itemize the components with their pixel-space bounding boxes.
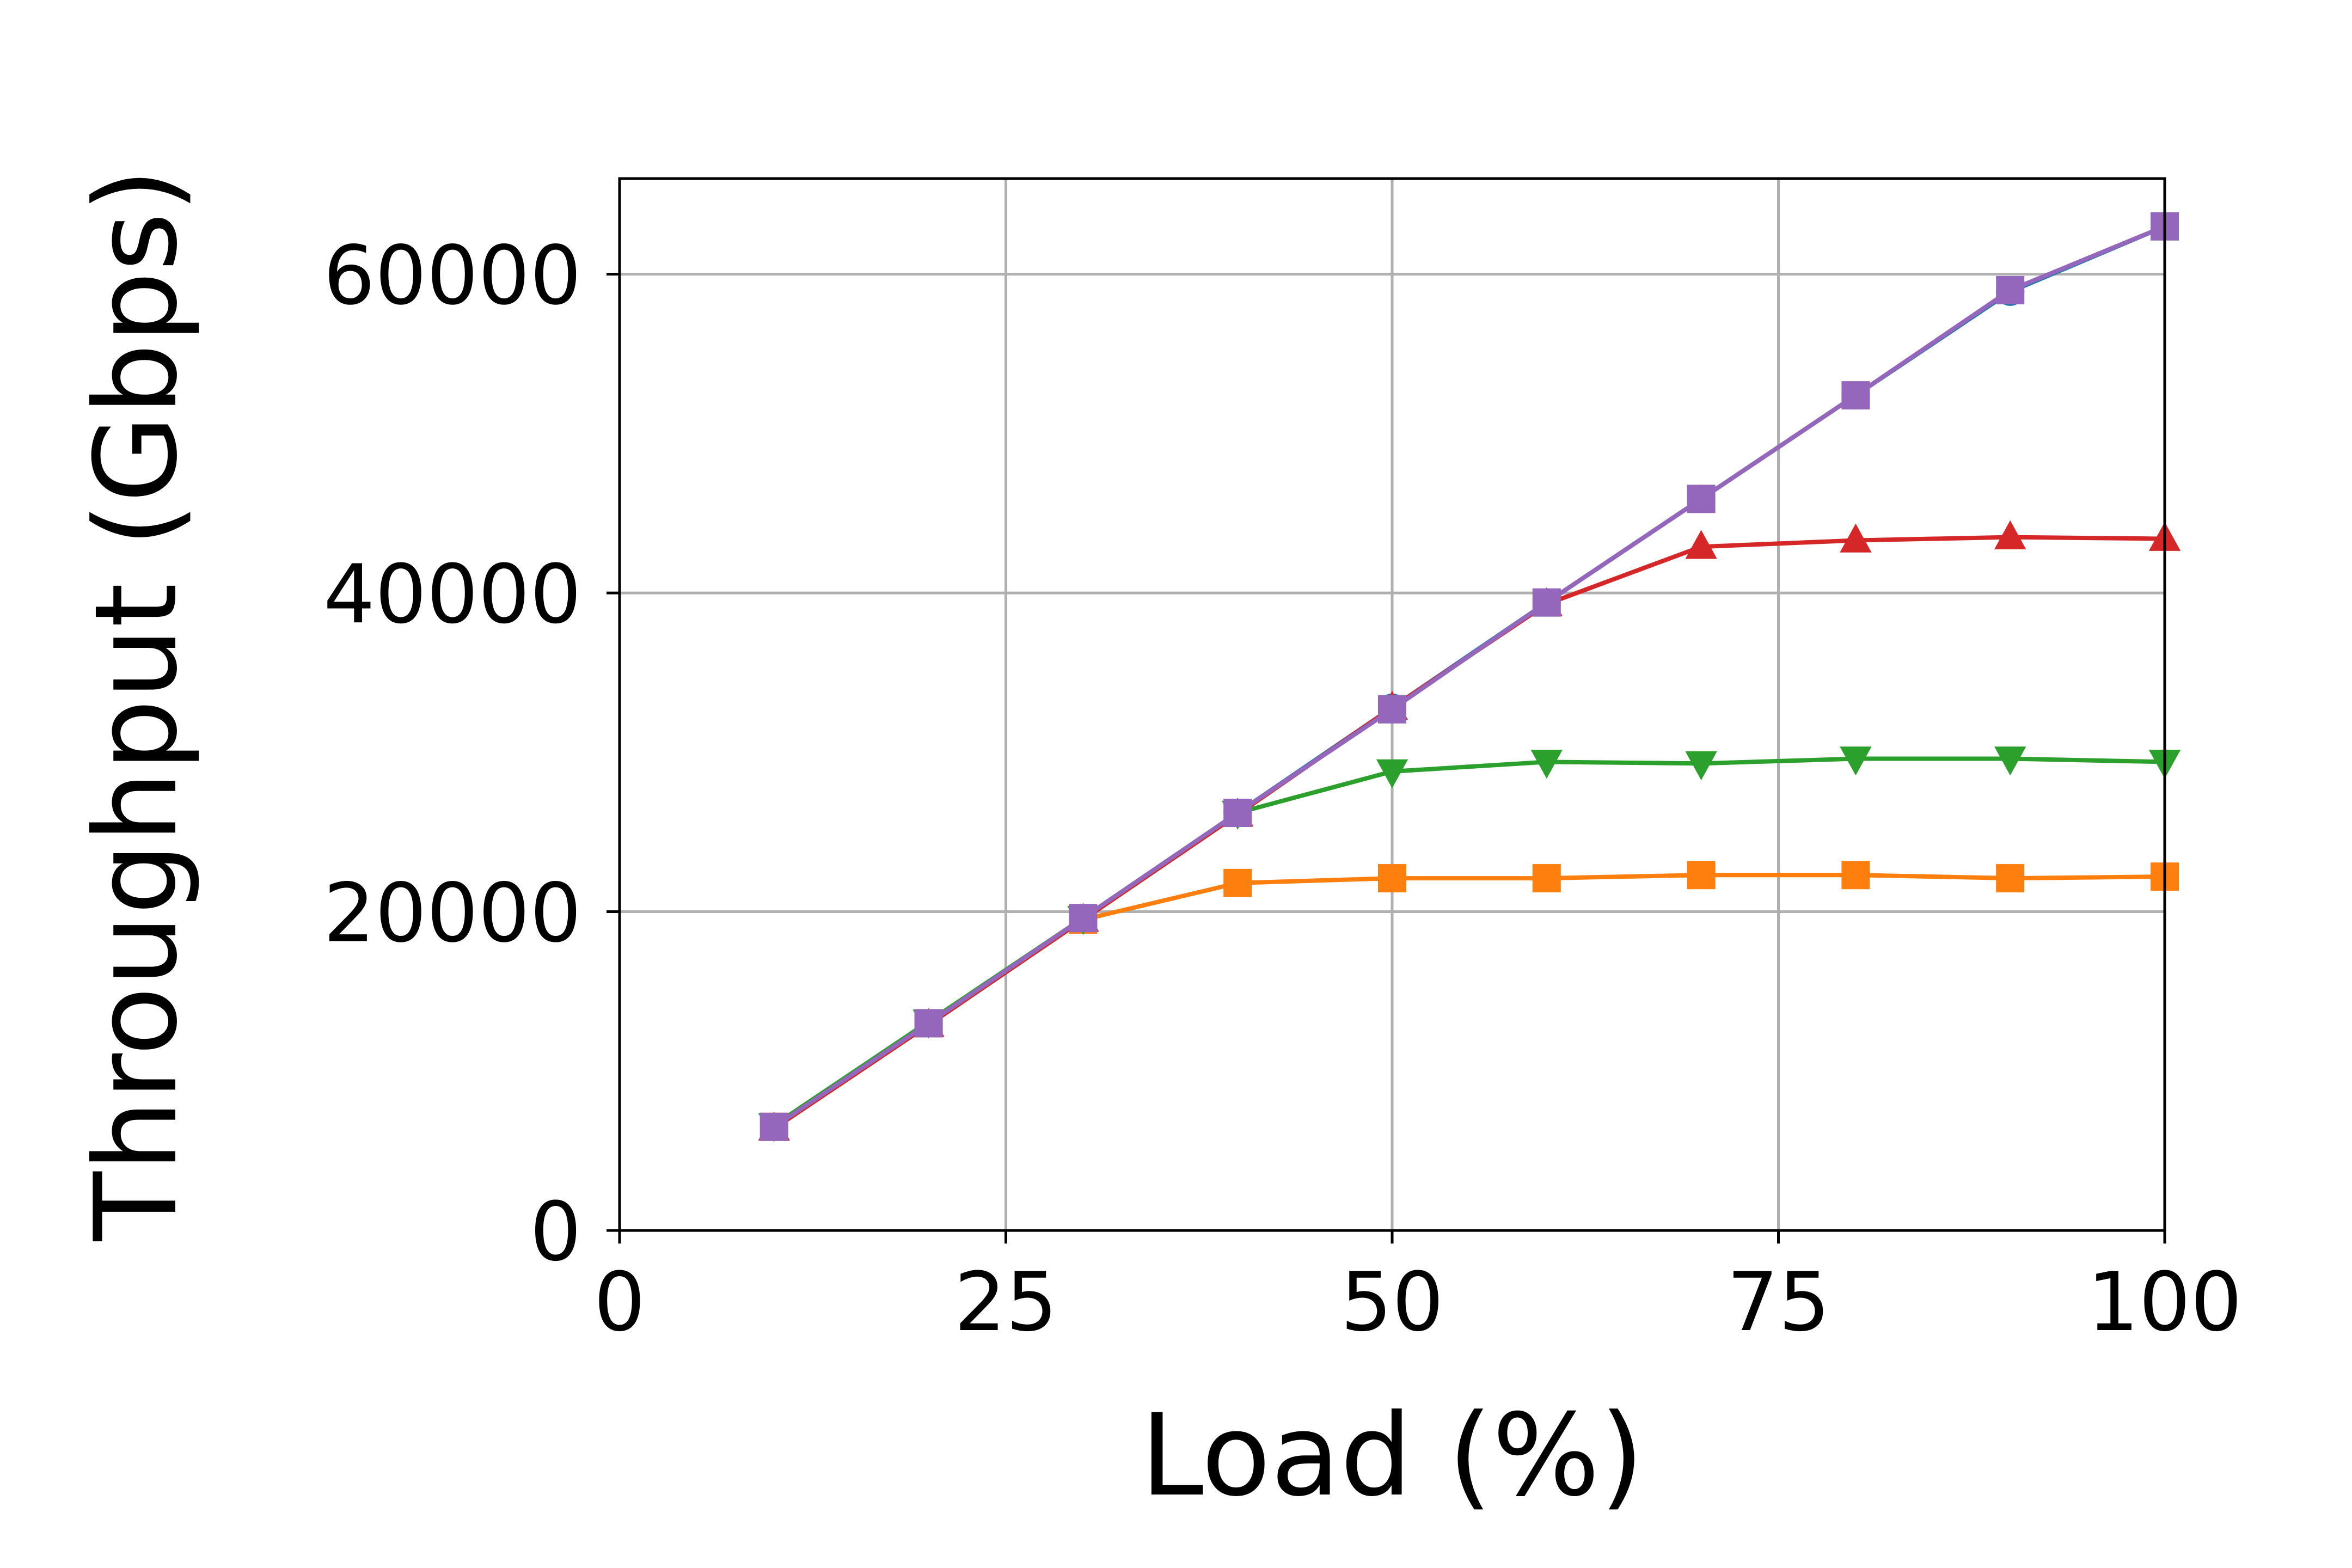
series-4-point: [1687, 485, 1716, 513]
series-0-line: [771, 224, 2167, 1129]
series-3-point: [1685, 530, 1717, 559]
series-2: [758, 746, 2181, 1142]
series-4-point: [1223, 799, 1252, 828]
series-1-point: [1223, 868, 1252, 897]
x-tick-label: 75: [1727, 1255, 1830, 1350]
series-2-point: [1530, 750, 1563, 779]
series-4-point: [1996, 275, 2025, 304]
series-4-line: [771, 224, 2167, 1129]
series-4-point: [914, 1009, 943, 1038]
series-1-point: [1532, 864, 1561, 893]
series-1-point: [1378, 864, 1406, 893]
series-3-point: [1994, 520, 2026, 549]
y-tick-label: 60000: [323, 229, 581, 323]
series-1-point: [1996, 864, 2025, 893]
x-tick-label: 50: [1340, 1255, 1444, 1350]
series-group: [758, 212, 2181, 1142]
series-3-point: [1840, 523, 1872, 553]
y-tick-label: 40000: [323, 548, 581, 642]
series-4: [759, 212, 2179, 1141]
series-1-point: [1687, 861, 1716, 890]
series-2-point: [1840, 746, 1872, 776]
y-tick-label: 0: [530, 1185, 581, 1279]
series-1-point: [1841, 861, 1870, 890]
series-1: [759, 861, 2179, 1141]
series-2-point: [1376, 759, 1408, 788]
series-2-line: [771, 756, 2167, 1128]
series-4-point: [759, 1112, 788, 1141]
y-axis-label: Throughput (Gbps): [71, 168, 203, 1241]
axis-ticks: 0 25 50 75 100 0 20000 40000 60000: [323, 229, 2242, 1350]
y-tick-label: 20000: [323, 867, 581, 961]
x-tick-label: 0: [594, 1255, 646, 1350]
series-4-point: [1378, 695, 1406, 724]
series-0: [759, 212, 2179, 1141]
x-tick-label: 100: [2087, 1255, 2242, 1350]
series-4-point: [1841, 381, 1870, 410]
series-4-point: [1532, 588, 1561, 617]
series-3-line: [771, 535, 2167, 1131]
series-3: [758, 520, 2181, 1141]
series-4-point: [1069, 904, 1098, 933]
series-2-point: [1685, 751, 1717, 781]
series-2-point: [1994, 746, 2026, 776]
x-tick-label: 25: [954, 1255, 1058, 1350]
x-axis-label: Load (%): [1140, 1390, 1644, 1522]
